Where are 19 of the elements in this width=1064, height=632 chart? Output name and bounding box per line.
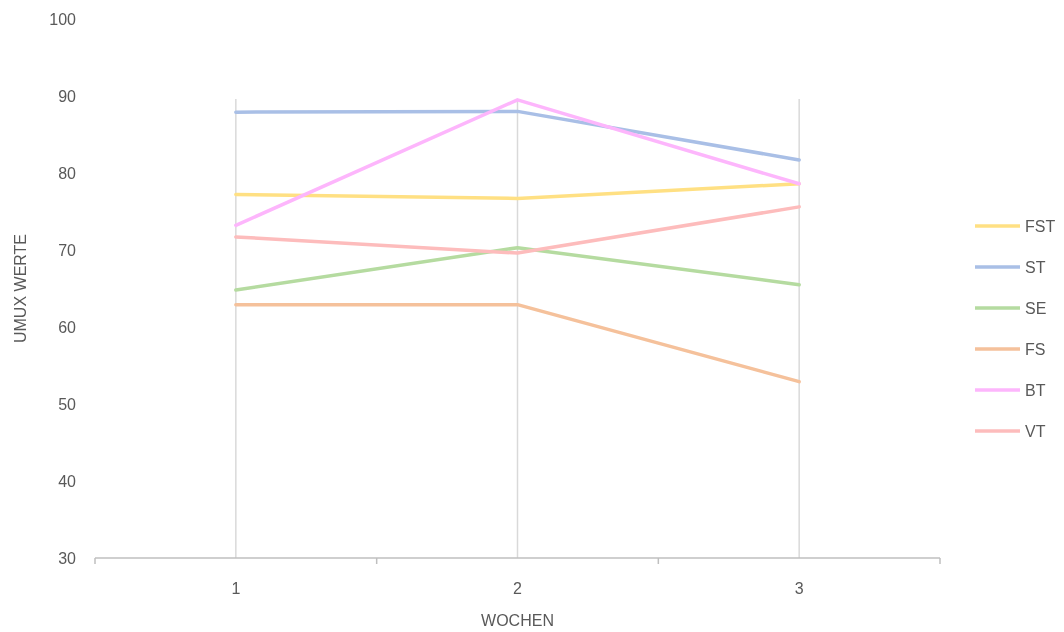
legend-label: ST	[1025, 258, 1046, 276]
x-axis-title: WOCHEN	[481, 612, 554, 629]
y-tick-label: 30	[58, 549, 77, 567]
y-tick-label: 80	[58, 164, 77, 182]
y-tick-label: 90	[58, 87, 77, 105]
legend-label: FS	[1025, 340, 1046, 358]
x-tick-label: 1	[231, 580, 241, 597]
legend-label: VT	[1025, 422, 1046, 440]
x-tick-label: 2	[513, 580, 523, 597]
legend-label: SE	[1025, 299, 1047, 317]
legend-label: BT	[1025, 381, 1046, 399]
y-tick-label: 70	[58, 241, 77, 259]
y-tick-label: 50	[58, 395, 77, 413]
x-tick-label: 3	[794, 580, 804, 597]
y-tick-label: 100	[49, 10, 77, 28]
y-tick-label: 40	[58, 472, 77, 490]
y-axis-title: UMUX WERTE	[12, 233, 29, 344]
y-tick-label: 60	[58, 318, 77, 336]
legend-label: FST	[1025, 217, 1056, 235]
